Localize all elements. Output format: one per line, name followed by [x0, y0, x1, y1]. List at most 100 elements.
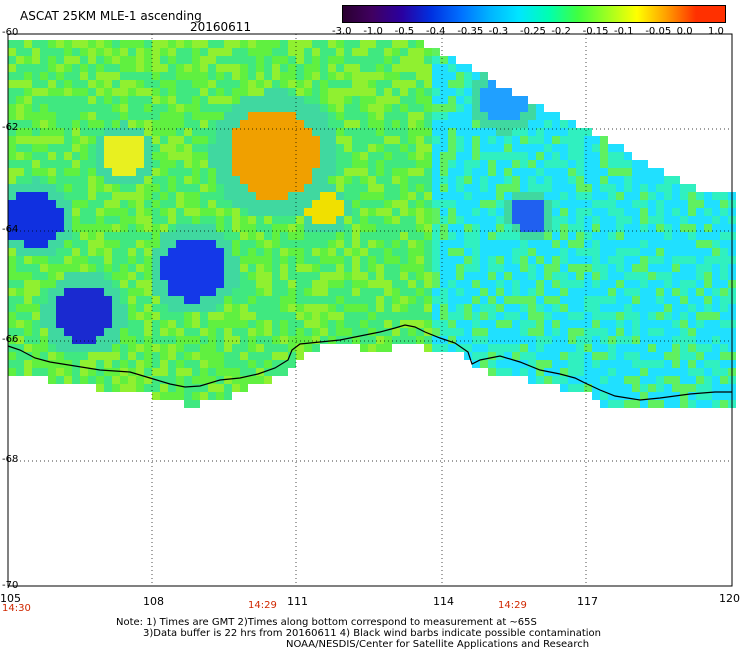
- swath-cell: [312, 192, 320, 200]
- swath-cell: [112, 376, 120, 384]
- swath-cell: [672, 200, 680, 208]
- swath-cell: [400, 56, 408, 64]
- swath-cell: [368, 256, 376, 264]
- swath-cell: [224, 80, 232, 88]
- swath-cell: [472, 336, 480, 344]
- swath-cell: [408, 152, 416, 160]
- swath-cell: [88, 168, 96, 176]
- swath-cell: [648, 200, 656, 208]
- swath-cell: [240, 88, 248, 96]
- swath-cell: [64, 160, 72, 168]
- swath-cell: [176, 160, 184, 168]
- swath-cell: [280, 160, 288, 168]
- swath-cell: [432, 232, 440, 240]
- swath-cell: [400, 208, 408, 216]
- swath-cell: [272, 160, 280, 168]
- swath-cell: [24, 328, 32, 336]
- swath-cell: [376, 264, 384, 272]
- swath-cell: [80, 288, 88, 296]
- swath-cell: [400, 176, 408, 184]
- swath-cell: [432, 288, 440, 296]
- swath-cell: [240, 104, 248, 112]
- swath-cell: [496, 256, 504, 264]
- swath-cell: [88, 280, 96, 288]
- swath-cell: [64, 368, 72, 376]
- swath-cell: [400, 296, 408, 304]
- swath-cell: [296, 184, 304, 192]
- swath-cell: [416, 328, 424, 336]
- swath-cell: [312, 64, 320, 72]
- swath-cell: [576, 240, 584, 248]
- swath-cell: [384, 288, 392, 296]
- swath-cell: [560, 312, 568, 320]
- swath-cell: [464, 72, 472, 80]
- swath-cell: [440, 112, 448, 120]
- swath-cell: [232, 168, 240, 176]
- swath-cell: [704, 272, 712, 280]
- swath-cell: [632, 336, 640, 344]
- swath-cell: [240, 224, 248, 232]
- swath-cell: [224, 304, 232, 312]
- swath-cell: [224, 168, 232, 176]
- swath-cell: [64, 312, 72, 320]
- swath-cell: [696, 272, 704, 280]
- swath-cell: [96, 304, 104, 312]
- swath-cell: [8, 224, 16, 232]
- swath-cell: [256, 272, 264, 280]
- swath-cell: [176, 80, 184, 88]
- swath-cell: [152, 136, 160, 144]
- swath-cell: [104, 352, 112, 360]
- swath-cell: [128, 352, 136, 360]
- swath-cell: [592, 160, 600, 168]
- swath-cell: [176, 312, 184, 320]
- swath-cell: [360, 104, 368, 112]
- swath-cell: [368, 88, 376, 96]
- swath-cell: [568, 272, 576, 280]
- swath-cell: [296, 80, 304, 88]
- swath-cell: [720, 232, 728, 240]
- swath-cell: [520, 160, 528, 168]
- swath-cell: [216, 224, 224, 232]
- swath-cell: [568, 248, 576, 256]
- swath-cell: [48, 88, 56, 96]
- swath-cell: [464, 112, 472, 120]
- swath-cell: [456, 192, 464, 200]
- swath-cell: [248, 320, 256, 328]
- swath-cell: [584, 144, 592, 152]
- swath-cell: [104, 320, 112, 328]
- swath-cell: [64, 352, 72, 360]
- swath-cell: [264, 160, 272, 168]
- swath-cell: [368, 112, 376, 120]
- swath-cell: [16, 272, 24, 280]
- swath-cell: [192, 384, 200, 392]
- swath-cell: [208, 368, 216, 376]
- swath-cell: [560, 328, 568, 336]
- swath-cell: [208, 176, 216, 184]
- swath-cell: [392, 144, 400, 152]
- swath-cell: [624, 272, 632, 280]
- swath-cell: [328, 264, 336, 272]
- swath-cell: [88, 192, 96, 200]
- swath-cell: [296, 120, 304, 128]
- swath-cell: [248, 224, 256, 232]
- swath-cell: [320, 328, 328, 336]
- swath-cell: [224, 144, 232, 152]
- swath-cell: [8, 168, 16, 176]
- swath-cell: [120, 168, 128, 176]
- swath-cell: [464, 312, 472, 320]
- swath-cell: [208, 120, 216, 128]
- swath-cell: [280, 72, 288, 80]
- swath-cell: [696, 208, 704, 216]
- swath-cell: [632, 184, 640, 192]
- swath-cell: [184, 376, 192, 384]
- swath-cell: [80, 168, 88, 176]
- swath-cell: [400, 144, 408, 152]
- swath-cell: [520, 168, 528, 176]
- swath-cell: [488, 216, 496, 224]
- swath-cell: [240, 200, 248, 208]
- swath-cell: [600, 192, 608, 200]
- swath-cell: [224, 256, 232, 264]
- swath-cell: [352, 144, 360, 152]
- swath-cell: [560, 232, 568, 240]
- swath-cell: [392, 96, 400, 104]
